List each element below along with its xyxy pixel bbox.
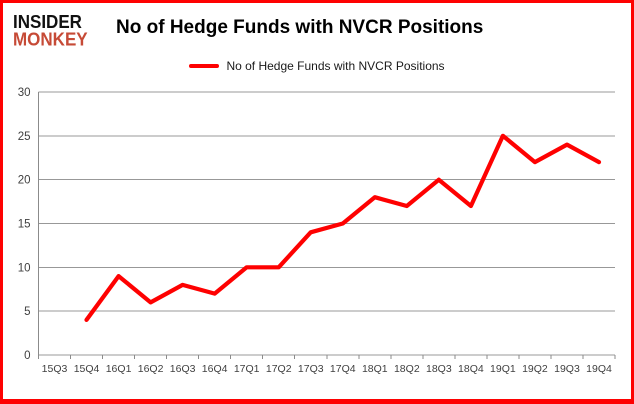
- x-tick-label: 17Q1: [234, 363, 260, 375]
- legend-label: No of Hedge Funds with NVCR Positions: [226, 59, 445, 73]
- y-tick-label: 20: [18, 175, 31, 187]
- x-tick-label: 18Q2: [394, 363, 420, 375]
- y-tick-label: 30: [18, 87, 31, 99]
- x-tick-label: 19Q2: [522, 363, 548, 375]
- x-tick-label: 18Q3: [426, 363, 452, 375]
- x-tick-label: 19Q4: [586, 363, 612, 375]
- insider-monkey-logo: INSIDER MONKEY: [13, 11, 88, 50]
- y-tick-label: 5: [24, 306, 30, 318]
- x-tick-label: 19Q1: [490, 363, 516, 375]
- x-tick-label: 16Q2: [138, 363, 164, 375]
- x-tick-label: 17Q3: [298, 363, 324, 375]
- x-tick-label: 15Q3: [42, 363, 68, 375]
- x-tick-label: 16Q3: [170, 363, 196, 375]
- x-tick-label: 18Q1: [362, 363, 388, 375]
- y-tick-label: 0: [24, 350, 30, 362]
- legend: No of Hedge Funds with NVCR Positions: [3, 59, 631, 73]
- x-tick-label: 17Q4: [330, 363, 356, 375]
- x-tick-label: 16Q1: [106, 363, 132, 375]
- x-tick-label: 15Q4: [74, 363, 100, 375]
- series-line: [84, 133, 602, 322]
- x-tick-label: 17Q2: [266, 363, 292, 375]
- line-chart: 0 5 10 15 20 25 30 15Q3 15Q4 16Q1 16Q2 16Q3 16Q4 17Q1…: [18, 87, 616, 375]
- y-tick-label: 15: [18, 219, 31, 231]
- x-tick-label: 18Q4: [458, 363, 484, 375]
- logo-line1: INSIDER: [13, 11, 82, 33]
- y-tick-label: 25: [18, 131, 31, 143]
- logo-line2: MONKEY: [13, 28, 88, 50]
- y-tick-label: 10: [18, 262, 31, 274]
- page-title: No of Hedge Funds with NVCR Positions: [116, 17, 484, 38]
- legend-line-swatch: [189, 64, 220, 68]
- x-tick-label: 16Q4: [202, 363, 228, 375]
- x-tick-label: 19Q3: [554, 363, 580, 375]
